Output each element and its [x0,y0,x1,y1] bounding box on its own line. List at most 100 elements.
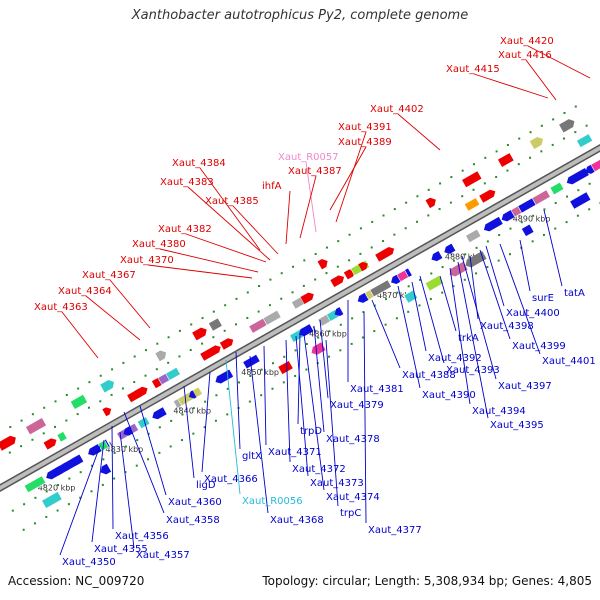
guide-dot [260,394,263,397]
guide-dot [563,111,566,114]
guide-dot [99,400,102,403]
leader-line [159,248,259,273]
guide-dot [9,426,12,429]
guide-dot [373,330,376,333]
gene-feature [463,197,481,212]
gene-feature [444,243,456,254]
guide-dot [576,214,579,217]
guide-dot [529,131,532,134]
guide-dot [351,317,354,320]
guide-dot [475,272,478,275]
leader-line [419,275,445,364]
leader-line [91,439,105,543]
leader-line [303,333,325,491]
guide-dot [133,355,136,358]
gene-box [569,191,592,210]
guide-dot [554,227,557,230]
guide-dot [540,150,543,153]
guide-dot [302,284,305,287]
gene-feature [566,168,589,185]
guide-dot [54,425,57,428]
gene-feature [200,345,221,361]
gene-label-minus: Xaut_4392 [428,353,482,364]
guide-dot [56,509,59,512]
gene-feature [277,360,294,375]
guide-dot [585,124,588,127]
guide-dot [178,329,181,332]
leader-line [119,431,135,549]
guide-dot [90,464,93,467]
guide-dot [325,246,328,249]
guide-dot [22,528,25,531]
guide-dot [214,419,217,422]
gene-label-minus: gltX [242,451,262,462]
gene-feature [358,261,368,272]
map-title: Xanthobacter autotrophicus Py2, complete… [131,8,469,23]
gene-feature [291,296,305,310]
leader-line [525,59,557,101]
gene-label-minus: Xaut_4374 [326,492,380,503]
guide-dot [156,342,159,345]
leader-line [61,311,99,359]
gene-label-minus: trpD [300,426,322,437]
guide-dot [461,195,464,198]
guide-dot [292,265,295,268]
gene-feature [334,307,344,316]
guide-dot [294,374,297,377]
scale-label: 4840 kbp [173,407,211,416]
gene-arrow [529,137,543,150]
gene-label-minus: Xaut_4381 [350,384,404,395]
guide-dot [144,349,147,352]
gene-label-minus: Xaut_4395 [490,420,544,431]
gene-label-minus: Xaut_4398 [480,321,534,332]
guide-dot [407,310,410,313]
guide-dot [77,387,80,390]
guide-dot [486,240,489,243]
gene-arrow [134,386,148,399]
gene-box [25,417,47,436]
gene-arrow [152,407,167,420]
guide-dot [99,374,102,377]
gene-feature [569,191,592,210]
guide-dot [223,329,226,332]
guide-dot [178,355,181,358]
gene-label-plus: Xaut_4384 [172,158,226,169]
gene-box [369,279,392,298]
guide-dot [314,252,317,255]
gene-label-plus: ihfA [262,181,282,192]
guide-dot [361,336,364,339]
leader-line [225,359,241,495]
guide-dot [201,342,204,345]
gene-arrow [43,438,57,450]
guide-dot [542,233,545,236]
guide-dot [430,272,433,275]
guide-dot [574,105,577,108]
guide-dot [509,227,512,230]
guide-dot [249,375,252,378]
guide-dot [124,471,127,474]
gene-label-plus: Xaut_4402 [370,104,424,115]
guide-dot [416,195,419,198]
gene-box [576,133,594,148]
gene-label-plus: Xaut_4387 [288,166,342,177]
gene-feature [242,353,261,370]
guide-dot [339,323,342,326]
leader-line [85,295,141,341]
gene-feature [576,133,594,148]
guide-dot [20,445,23,448]
leader-line [457,261,489,419]
gene-label-minus: Xaut_4357 [136,550,190,561]
guide-dot [325,272,328,275]
gene-label-plus: Xaut_4367 [82,270,136,281]
guide-dot [404,227,407,230]
gene-feature [70,454,84,466]
guide-dot [484,156,487,159]
guide-dot [464,253,467,256]
guide-dot [339,349,342,352]
gene-arrow [444,243,456,254]
guide-dot [280,297,283,300]
guide-dot [495,150,498,153]
leader-line [461,255,497,380]
guide-dot [348,259,351,262]
guide-dot [31,438,34,441]
